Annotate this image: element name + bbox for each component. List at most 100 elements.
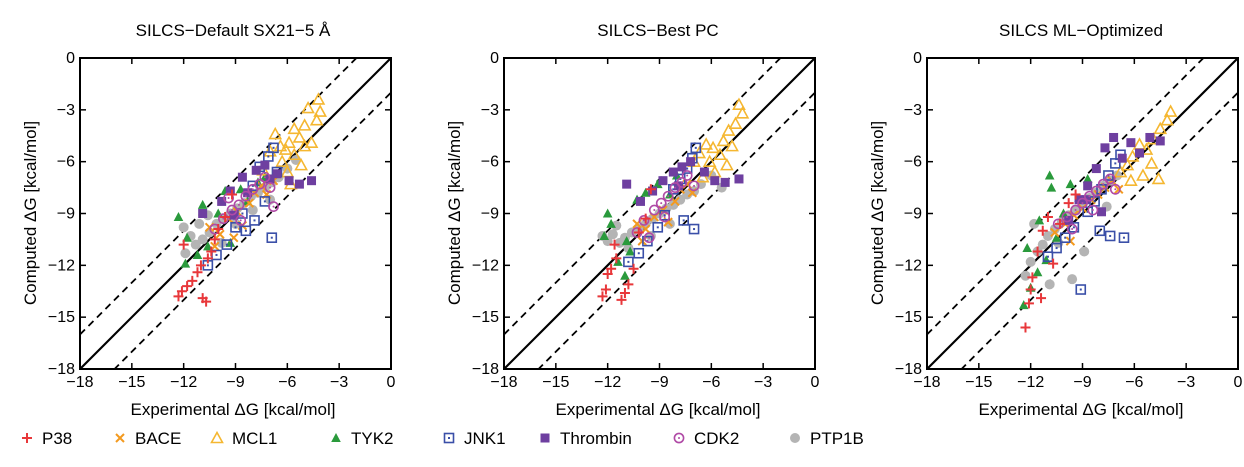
point-p38	[619, 287, 630, 298]
legend-label-cdk2: CDK2	[694, 429, 739, 448]
point-p38	[623, 279, 634, 290]
point-ptp1b	[178, 222, 189, 233]
point-jnk1	[266, 232, 278, 243]
point-cdk2	[662, 190, 674, 202]
point-mcl1	[297, 118, 312, 131]
point-tyk2	[1044, 170, 1055, 180]
point-mcl1	[702, 154, 717, 167]
point-tyk2	[235, 184, 246, 194]
point-tyk2	[1065, 179, 1076, 189]
point-thrombin	[294, 179, 304, 189]
point-ptp1b	[675, 194, 686, 205]
point-ptp1b	[1025, 256, 1036, 267]
point-thrombin	[622, 179, 632, 189]
point-tyk2	[203, 241, 213, 251]
point-cdk2	[681, 170, 693, 181]
y-tick-label: −3	[904, 102, 922, 119]
legend-label-thrombin: Thrombin	[560, 429, 632, 448]
panel-2: SILCS−Best PC Experimental ΔG [kcal/mol]…	[445, 21, 761, 419]
panel-1-ylabel: Computed ΔG [kcal/mol]	[21, 121, 40, 305]
point-p38	[1070, 189, 1081, 200]
point-ptp1b	[1042, 230, 1053, 241]
point-tyk2	[599, 230, 610, 240]
y-tick-label: −18	[48, 361, 75, 378]
point-mcl1	[695, 170, 710, 183]
point-tyk2	[197, 199, 208, 209]
point-jnk1	[1096, 184, 1107, 195]
point-mcl1	[268, 126, 283, 140]
point-thrombin	[734, 174, 744, 184]
point-p38	[1055, 218, 1066, 229]
point-ptp1b	[194, 218, 205, 229]
point-cdk2	[1061, 211, 1073, 223]
point-mcl1	[1144, 156, 1159, 169]
point-cdk2	[233, 199, 245, 211]
point-thrombin	[668, 167, 678, 177]
point-mcl1	[301, 100, 315, 114]
point-mcl1	[1160, 113, 1175, 126]
point-tyk2	[621, 236, 632, 246]
point-jnk1	[268, 142, 279, 154]
x-tick-label: −9	[650, 374, 668, 391]
point-mcl1	[304, 135, 319, 148]
legend-label-jnk1: JNK1	[464, 429, 506, 448]
point-p38	[616, 294, 627, 305]
x-tick-label: −12	[170, 374, 197, 391]
y-tick-label: −12	[48, 257, 75, 274]
y-tick-label: −12	[472, 257, 499, 274]
point-mcl1	[309, 113, 324, 126]
y-tick-label: −3	[481, 102, 499, 119]
panel-2-xlabel: Experimental ΔG [kcal/mol]	[555, 400, 760, 419]
point-mcl1	[732, 97, 746, 110]
point-p38	[195, 260, 206, 271]
x-tick-label: −12	[594, 374, 621, 391]
point-thrombin	[198, 209, 208, 218]
point-cdk2	[1070, 204, 1081, 216]
point-cdk2	[655, 197, 667, 209]
point-tyk2	[613, 256, 623, 266]
point-ptp1b	[607, 229, 618, 240]
y-tick-label: −6	[481, 154, 499, 171]
x-tick-label: −6	[278, 374, 296, 391]
point-thrombin	[677, 162, 687, 172]
point-p38	[209, 234, 220, 245]
point-cdk2	[259, 171, 271, 183]
y-tick-label: −15	[48, 309, 75, 326]
legend-marker-tyk2	[331, 433, 341, 442]
point-p38	[206, 246, 217, 257]
point-thrombin	[1126, 138, 1136, 148]
point-ptp1b	[1044, 279, 1055, 290]
point-p38	[201, 296, 212, 307]
panel-3-ylabel: Computed ΔG [kcal/mol]	[868, 121, 887, 305]
point-cdk2	[659, 211, 671, 223]
panel-3-xlabel: Experimental ΔG [kcal/mol]	[978, 400, 1183, 419]
point-p38	[640, 213, 651, 224]
point-mcl1	[1132, 137, 1147, 150]
y-tick-label: 0	[490, 50, 499, 67]
point-p38	[633, 227, 644, 238]
point-thrombin	[1155, 136, 1165, 146]
point-p38	[1063, 198, 1074, 209]
lower-offset-line	[113, 91, 391, 369]
point-tyk2	[1034, 215, 1045, 225]
point-thrombin	[1091, 164, 1101, 174]
legend-label-ptp1b: PTP1B	[810, 429, 864, 448]
point-mcl1	[294, 157, 309, 171]
point-thrombin	[720, 177, 730, 187]
panel-2-title: SILCS−Best PC	[597, 21, 718, 40]
legend-item-p38: P38	[22, 429, 72, 448]
y-tick-label: −3	[57, 102, 75, 119]
point-thrombin	[1097, 207, 1107, 217]
x-tick-label: 0	[387, 374, 396, 391]
point-tyk2	[1022, 243, 1033, 253]
x-tick-label: 0	[1234, 374, 1243, 391]
point-cdk2	[223, 192, 234, 204]
point-p38	[1032, 246, 1043, 257]
point-cdk2	[1090, 185, 1102, 197]
data-points-3	[1018, 104, 1178, 333]
point-mcl1	[287, 121, 302, 135]
legend-marker-ptp1b	[790, 433, 800, 443]
data-points-1	[173, 92, 328, 307]
point-thrombin	[1135, 148, 1145, 158]
